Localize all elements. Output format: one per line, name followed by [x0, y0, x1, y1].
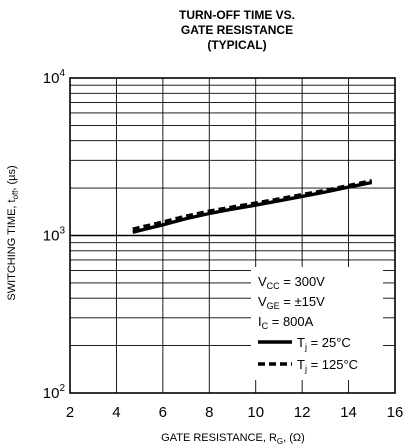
y-axis-label: SWITCHING TIME, toff, (µs) [6, 165, 20, 300]
y-axis-label-unit: , (µs) [6, 165, 18, 190]
y-tick-base: 10 [43, 70, 60, 87]
series-line-125c [132, 179, 373, 231]
legend-series-label: Tj = 25°C [297, 335, 351, 352]
x-tick-label: 16 [387, 404, 404, 421]
y-tick-base: 10 [43, 385, 60, 402]
x-tick-label: 4 [112, 404, 120, 421]
legend-condition: VGE = ±15V [258, 294, 325, 311]
series-layer [132, 179, 373, 234]
series-line-25c [132, 180, 373, 234]
chart-title: TURN-OFF TIME VS. GATE RESISTANCE (TYPIC… [179, 8, 295, 52]
legend-condition: VCC = 300V [258, 274, 325, 291]
x-tick-label: 8 [205, 404, 213, 421]
y-tick-base: 10 [43, 228, 60, 245]
y-tick-exponent: 3 [59, 226, 65, 237]
x-axis-label-main: GATE RESISTANCE, R [161, 432, 277, 444]
x-axis-label-unit: , (Ω) [283, 432, 305, 444]
chart-title-line-3: (TYPICAL) [207, 38, 266, 52]
x-tick-label: 12 [294, 404, 311, 421]
x-axis-label: GATE RESISTANCE, RG, (Ω) [161, 432, 305, 446]
legend: VCC = 300V VGE = ±15V IC = 800A Tj = 25°C Tj… [251, 267, 383, 380]
x-axis-label-sub: G [277, 437, 283, 446]
y-axis-label-sub: off [11, 190, 20, 200]
y-tick-exponent: 2 [59, 383, 65, 394]
x-tick-label: 10 [247, 404, 264, 421]
x-tick-label: 2 [66, 404, 74, 421]
grid [69, 78, 396, 393]
chart-title-line-1: TURN-OFF TIME VS. [179, 8, 295, 22]
y-tick-label: 103 [43, 226, 66, 245]
legend-series-label: Tj = 125°C [297, 357, 358, 374]
plot-frame [69, 77, 396, 394]
x-tick-label: 6 [159, 404, 167, 421]
chart-title-line-2: GATE RESISTANCE [181, 23, 293, 37]
y-tick-exponent: 4 [59, 68, 65, 79]
legend-condition: IC = 800A [258, 314, 314, 331]
y-axis-label-main: SWITCHING TIME, t [6, 199, 18, 300]
x-tick-label: 14 [340, 404, 357, 421]
y-tick-label: 102 [43, 383, 66, 402]
y-tick-label: 104 [43, 68, 66, 87]
legend-background [251, 267, 383, 380]
